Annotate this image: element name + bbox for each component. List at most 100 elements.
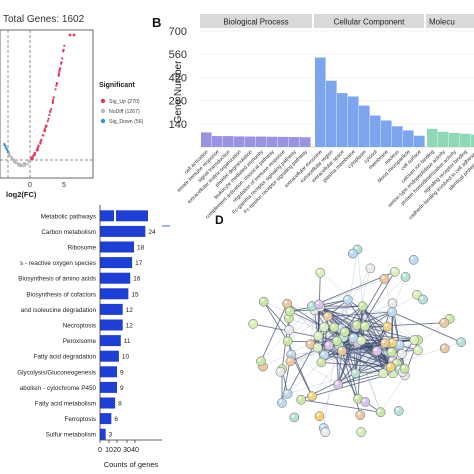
volcano-point (63, 44, 66, 47)
network-node (339, 327, 350, 337)
kegg-value-label: 12 (126, 307, 134, 314)
network-edge (262, 328, 342, 367)
kegg-tick-label: 20 (113, 447, 121, 454)
network-node-highlight (316, 301, 320, 305)
volcano-point (58, 70, 61, 73)
volcano-point (37, 144, 40, 147)
network-node (320, 427, 331, 438)
volcano-point (5, 146, 8, 150)
facet-strip-cc (314, 14, 424, 28)
network-node (387, 298, 398, 309)
network-node (385, 362, 396, 372)
network-edge (355, 341, 381, 413)
volcano-plot-frame (0, 29, 94, 179)
legend-title: Significant (99, 82, 135, 89)
kegg-value-label: 3 (109, 432, 113, 439)
volcano-point (40, 139, 43, 142)
go-bar (300, 137, 311, 147)
kegg-value-label: 11 (124, 338, 131, 345)
network-node-highlight (384, 323, 388, 327)
network-node-highlight (381, 275, 385, 279)
go-bar (414, 135, 425, 147)
kegg-bar (100, 381, 118, 393)
legend-down-marker (100, 118, 106, 124)
volcano-point (55, 84, 58, 87)
network-node (408, 254, 419, 265)
kegg-tick-label: 0 (98, 447, 102, 454)
volcano-point (51, 100, 55, 103)
kegg-category-label: Carbon metabolism (41, 229, 96, 236)
network-node (360, 397, 371, 407)
kegg-value-label: 12 (126, 323, 134, 330)
network-node (382, 321, 393, 332)
kegg-bar (100, 303, 123, 315)
volcano-tick-5: 5 (62, 182, 66, 189)
network-edge (263, 301, 290, 331)
go-bars (201, 57, 474, 148)
network-node (378, 368, 389, 379)
network-edge (318, 278, 385, 305)
kegg-bars: Metabolic pathways Carbon metabolism 24 Rib… (17, 210, 156, 440)
network-node-highlight (314, 344, 318, 348)
network-node-highlight (389, 300, 393, 304)
network-node (289, 412, 300, 423)
kegg-value-label: 6 (114, 416, 118, 423)
volcano-point (72, 33, 76, 37)
go-ytick-label: 280 (169, 96, 187, 108)
network-edge (311, 305, 393, 313)
network-edge (391, 311, 415, 341)
go-bar (267, 136, 278, 147)
network-node (350, 368, 361, 379)
network-node-highlight (309, 303, 313, 307)
network-node-highlight (358, 429, 362, 433)
network-node-highlight (394, 360, 397, 364)
volcano-point (52, 96, 55, 99)
go-bar (471, 134, 474, 147)
kegg-bar (100, 350, 119, 362)
kegg-category-label: Sulfur metabolism (46, 432, 96, 439)
network-node-highlight (287, 358, 291, 362)
volcano-panel: Total Genes: 1602 0 5 log2(FC) Significa… (0, 14, 144, 199)
network-node-highlight (354, 246, 358, 250)
kegg-category-label: and isoleucine degradation (21, 307, 97, 314)
network-node-highlight (331, 324, 335, 328)
go-bar (337, 93, 348, 147)
kegg-tick-label: 30 (123, 447, 131, 454)
volcano-point (61, 57, 64, 60)
network-node-highlight (396, 407, 399, 411)
kegg-panel: Metabolic pathways Carbon metabolism 24 Rib… (17, 205, 170, 469)
network-node-highlight (318, 359, 322, 363)
volcano-point (43, 128, 46, 131)
network-edge (355, 268, 371, 328)
network-node-highlight (334, 337, 337, 341)
kegg-value-label: 9 (120, 385, 124, 392)
network-edge (361, 326, 388, 341)
network-node-highlight (401, 365, 405, 369)
network-node-highlight (415, 347, 419, 351)
kegg-value-label: 17 (135, 260, 143, 267)
network-node (379, 273, 390, 284)
network-edge (355, 322, 445, 328)
network-node-highlight (441, 345, 445, 349)
legend-nodiff-marker (100, 108, 106, 114)
go-bar (201, 132, 212, 147)
go-bar (381, 120, 392, 147)
volcano-point (26, 163, 29, 166)
facet-strip-bp (200, 14, 312, 28)
network-node-highlight (298, 396, 302, 400)
network-node (357, 301, 368, 312)
network-node (315, 267, 326, 278)
network-node (316, 357, 327, 368)
kegg-value-label: 24 (148, 229, 156, 236)
kegg-bar (100, 413, 112, 425)
network-node (399, 363, 410, 374)
volcano-point (11, 158, 14, 161)
network-nodes (248, 244, 467, 438)
kegg-bar (100, 319, 123, 331)
network-node (329, 322, 340, 333)
volcano-point (6, 151, 9, 154)
network-node (313, 331, 324, 341)
network-node (314, 411, 325, 422)
network-node (439, 317, 450, 328)
